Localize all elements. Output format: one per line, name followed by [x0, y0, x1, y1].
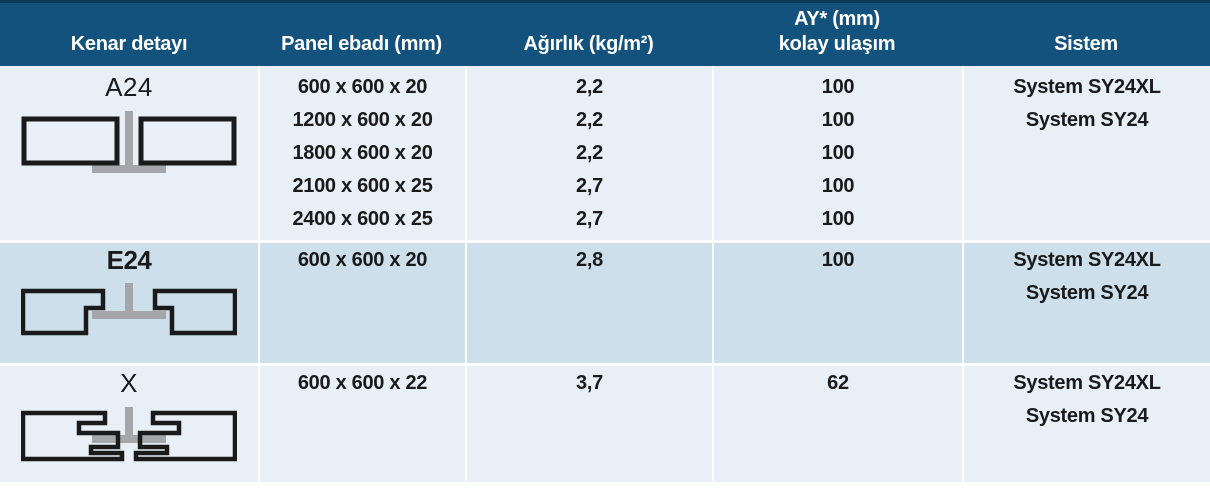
ay-value: 100	[821, 175, 855, 197]
ay-value: 100	[821, 142, 855, 164]
header-panel-ebadi: Panel ebadı (mm)	[258, 3, 465, 66]
weight-value: 2,2	[576, 76, 603, 98]
header-ay: AY* (mm) kolay ulaşım	[712, 3, 962, 66]
edge-detail-cell-a24: A24	[0, 66, 258, 240]
table-header-row: Kenar detayı Panel ebadı (mm) Ağırlık (k…	[0, 0, 1210, 66]
table-row-group-x: X 600 x 600 x 22 3,7 62 System SY24XL Sy…	[0, 366, 1210, 482]
system-cell: System SY24XL System SY24	[962, 66, 1210, 240]
system-cell: System SY24XL System SY24	[962, 243, 1210, 363]
ay-value: 100	[821, 208, 855, 230]
panel-size-value: 1200 x 600 x 20	[292, 109, 433, 131]
header-kenar-detayi: Kenar detayı	[0, 3, 258, 66]
header-panel-ebadi-label: Panel ebadı (mm)	[281, 33, 442, 55]
ay-value: 62	[827, 372, 849, 394]
edge-label-e24: E24	[106, 245, 152, 275]
header-ay-line2: kolay ulaşım	[778, 33, 896, 55]
a24-edge-profile-icon	[21, 111, 237, 173]
system-value: System SY24XL	[1013, 372, 1161, 394]
header-kenar-detayi-label: Kenar detayı	[70, 33, 188, 55]
system-value: System SY24XL	[1013, 76, 1161, 98]
panel-size-value: 600 x 600 x 22	[297, 372, 428, 394]
header-agirlik-label: Ağırlık (kg/m²)	[523, 33, 654, 55]
edge-label-a24: A24	[105, 72, 153, 102]
weight-value: 2,8	[576, 249, 603, 271]
panel-size-value: 1800 x 600 x 20	[292, 142, 433, 164]
ay-cell: 62	[712, 366, 962, 482]
header-ay-line1: AY* (mm)	[794, 8, 880, 30]
table-row-group-e24: E24 600 x 600 x 20 2,8 100 System SY24XL…	[0, 243, 1210, 363]
weight-cell: 2,2 2,2 2,2 2,7 2,7	[465, 66, 712, 240]
system-value: System SY24XL	[1013, 249, 1161, 271]
weight-value: 2,2	[576, 109, 603, 131]
panel-size-value: 600 x 600 x 20	[297, 76, 428, 98]
panel-size-value: 2400 x 600 x 25	[292, 208, 433, 230]
weight-value: 3,7	[576, 372, 603, 394]
weight-value: 2,7	[576, 208, 603, 230]
header-agirlik: Ağırlık (kg/m²)	[465, 3, 712, 66]
system-value: System SY24	[1025, 109, 1149, 131]
weight-value: 2,7	[576, 175, 603, 197]
ay-cell: 100	[712, 243, 962, 363]
edge-detail-cell-x: X	[0, 366, 258, 482]
weight-value: 2,2	[576, 142, 603, 164]
header-sistem-label: Sistem	[1054, 33, 1118, 55]
panel-size-cell: 600 x 600 x 22	[258, 366, 465, 482]
e24-edge-profile-icon	[21, 283, 237, 336]
ay-cell: 100 100 100 100 100	[712, 66, 962, 240]
panel-size-cell: 600 x 600 x 20	[258, 243, 465, 363]
system-cell: System SY24XL System SY24	[962, 366, 1210, 482]
panel-size-cell: 600 x 600 x 20 1200 x 600 x 20 1800 x 60…	[258, 66, 465, 240]
edge-label-x: X	[120, 368, 138, 398]
system-value: System SY24	[1025, 282, 1149, 304]
x-edge-profile-icon	[21, 407, 237, 462]
weight-cell: 3,7	[465, 366, 712, 482]
ay-value: 100	[821, 249, 855, 271]
panel-size-value: 600 x 600 x 20	[297, 249, 428, 271]
ay-value: 100	[821, 109, 855, 131]
ay-value: 100	[821, 76, 855, 98]
edge-detail-cell-e24: E24	[0, 243, 258, 363]
system-value: System SY24	[1025, 405, 1149, 427]
table-row-group-a24: A24 600 x 600 x 20 1200 x 600 x 20 1800 …	[0, 66, 1210, 240]
header-sistem: Sistem	[962, 3, 1210, 66]
panel-size-value: 2100 x 600 x 25	[292, 175, 433, 197]
weight-cell: 2,8	[465, 243, 712, 363]
